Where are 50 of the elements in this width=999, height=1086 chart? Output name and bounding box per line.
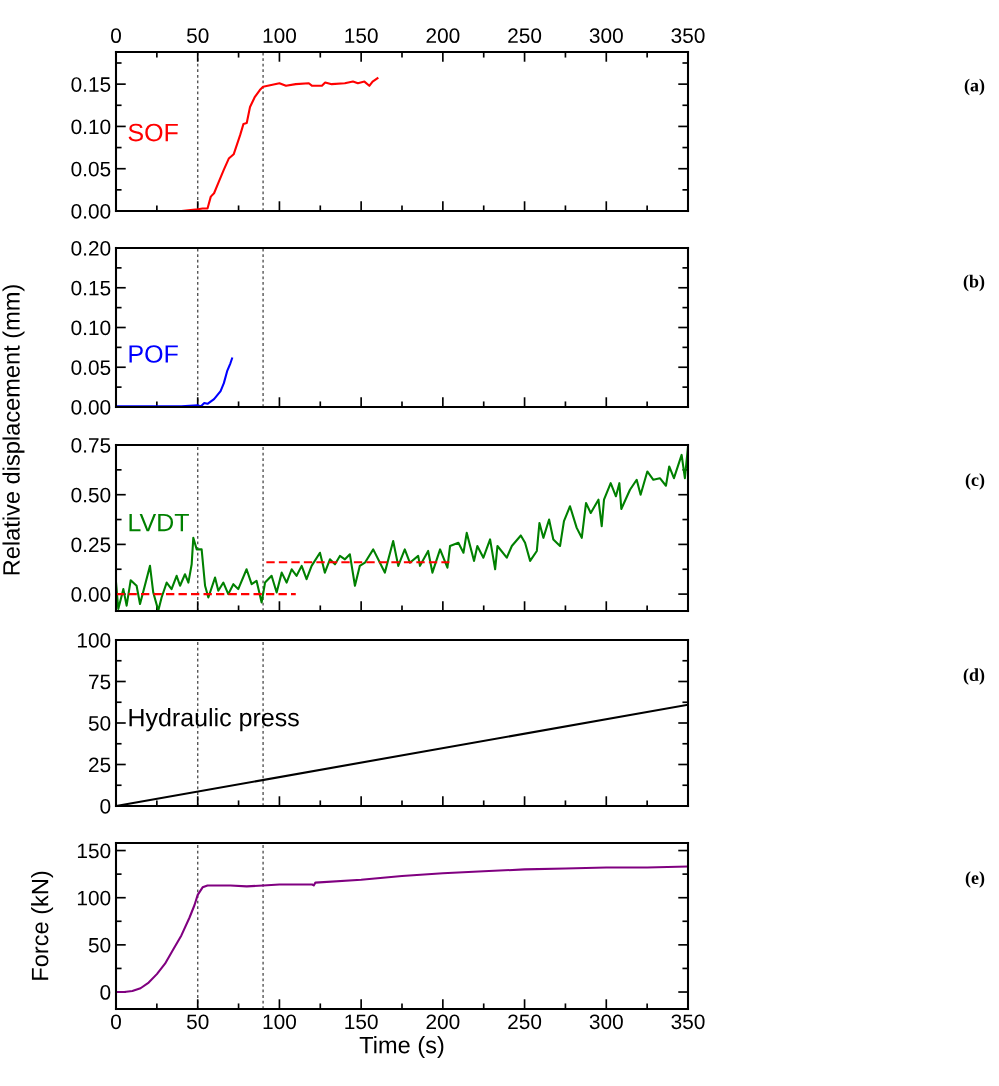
y-tick-label: 0.05: [71, 161, 111, 177]
y-tick-label: 25: [89, 757, 111, 773]
x-tick-label: 250: [508, 1014, 542, 1030]
y-tick-label: 0.00: [71, 204, 111, 219]
x2-tick-label: 300: [589, 28, 623, 44]
y-axis-title: Force (kN): [31, 871, 54, 980]
x2-tick-label: 150: [345, 28, 378, 44]
y-tick-label: 0.10: [71, 320, 111, 336]
y-tick-label: 100: [77, 633, 111, 648]
text: SOF: [128, 123, 178, 142]
x-tick-label: 100: [263, 1014, 296, 1030]
x-tick-label: 0: [111, 1014, 121, 1030]
x2-tick-label: 200: [426, 28, 460, 44]
y-tick-label: 75: [89, 674, 111, 690]
series-label: Hydraulic press: [129, 708, 299, 732]
series-label: LVDT: [129, 513, 189, 532]
text: (d): [963, 668, 985, 685]
y-tick-label: 0.05: [71, 360, 111, 375]
y-axis-title: Relative displacement (mm): [2, 285, 25, 575]
text: (c): [965, 473, 985, 490]
y-tick-label: 100: [77, 890, 111, 906]
x-axis-title: Time (s): [359, 1036, 444, 1059]
y-tick-label: 0.75: [71, 438, 111, 453]
y-tick-label: 50: [88, 716, 111, 731]
series-label: POF: [129, 345, 178, 363]
y-tick-label: 0.15: [71, 280, 111, 296]
y-tick-label: 0.25: [71, 537, 111, 553]
x-tick-label: 50: [186, 1014, 209, 1030]
y-tick-label: 0: [100, 985, 111, 1000]
x-tick-label: 350: [671, 1014, 705, 1030]
text: (b): [963, 274, 985, 292]
y-tick-label: 0.00: [71, 400, 111, 415]
x-tick-label: 200: [426, 1014, 460, 1030]
y-tick-label: 0.15: [71, 77, 111, 92]
y-tick-label: 150: [77, 843, 111, 859]
text: (e): [965, 871, 985, 888]
y-tick-label: 0.50: [71, 487, 111, 503]
y-tick-label: 0: [100, 799, 111, 814]
x2-tick-label: 50: [186, 28, 209, 44]
x2-tick-label: 100: [263, 28, 296, 44]
x2-tick-label: 350: [671, 28, 705, 44]
y-tick-label: 0.10: [71, 119, 111, 135]
y-tick-label: 50: [88, 937, 111, 953]
y-tick-label: 0.20: [71, 241, 111, 256]
text: (a): [964, 78, 985, 96]
x-tick-label: 150: [345, 1014, 378, 1030]
y-tick-label: 0.00: [71, 587, 111, 602]
x2-tick-label: 250: [508, 28, 542, 44]
x2-tick-label: 0: [111, 28, 121, 44]
x-tick-label: 300: [589, 1014, 623, 1030]
